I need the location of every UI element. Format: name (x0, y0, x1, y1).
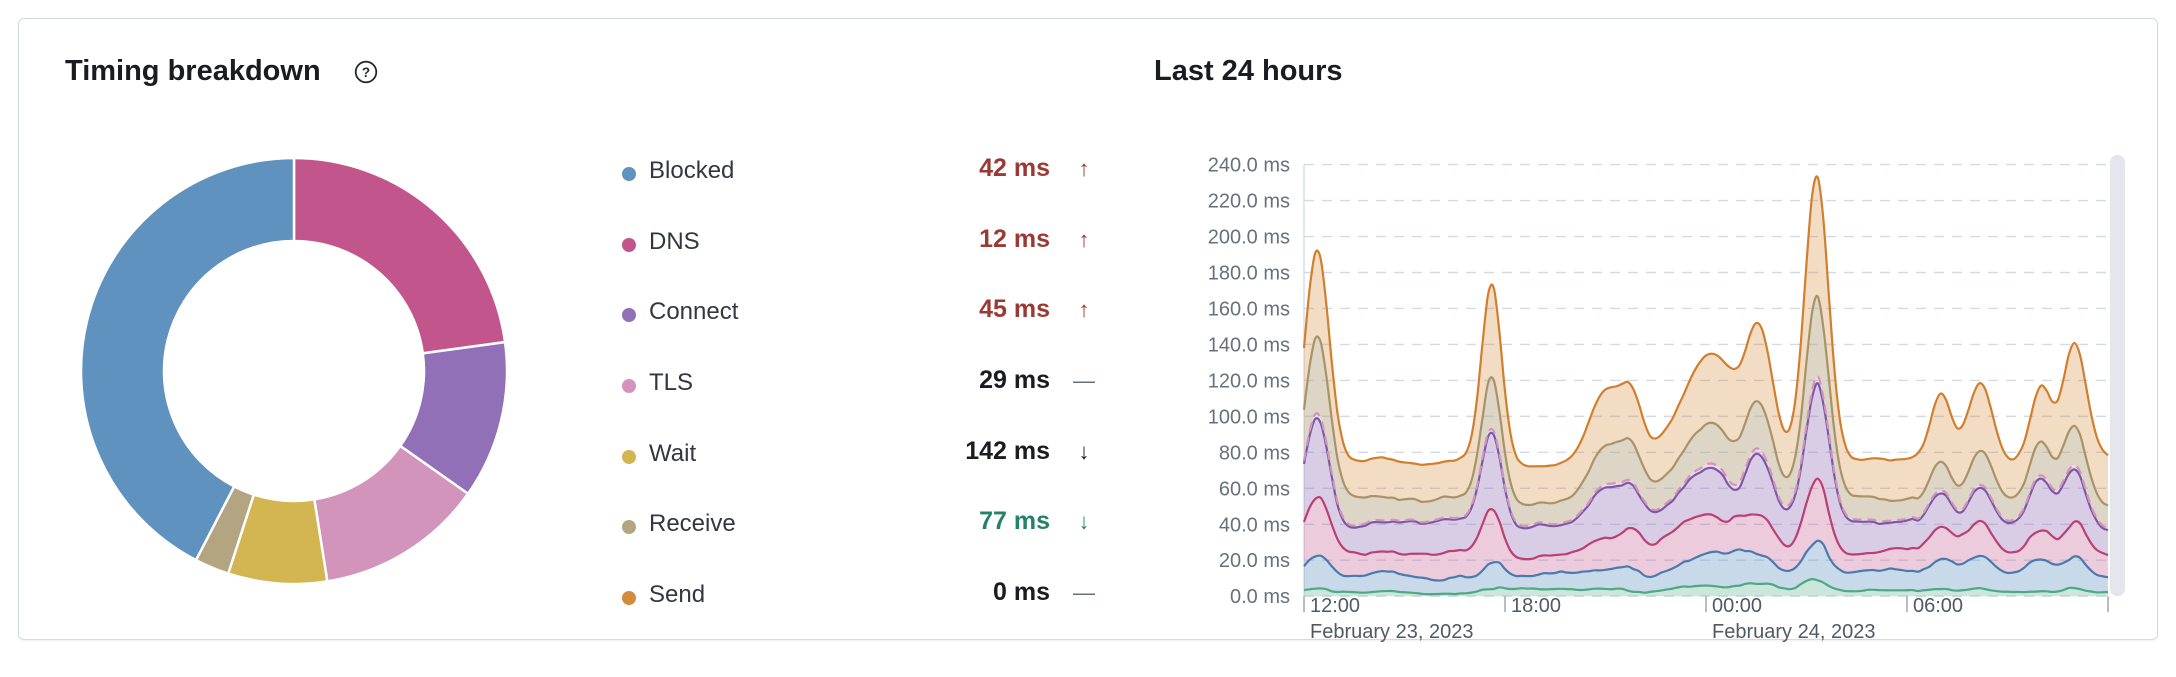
svg-text:100.0 ms: 100.0 ms (1208, 406, 1290, 428)
svg-text:240.0 ms: 240.0 ms (1208, 155, 1290, 177)
svg-text:12:00: 12:00 (1310, 595, 1360, 617)
svg-text:February 24, 2023: February 24, 2023 (1712, 621, 1875, 643)
svg-text:18:00: 18:00 (1511, 595, 1561, 617)
svg-text:160.0 ms: 160.0 ms (1208, 298, 1290, 320)
svg-text:120.0 ms: 120.0 ms (1208, 370, 1290, 392)
svg-text:February 23, 2023: February 23, 2023 (1310, 621, 1473, 643)
svg-text:0.0 ms: 0.0 ms (1230, 586, 1290, 608)
svg-text:60.0 ms: 60.0 ms (1219, 478, 1290, 500)
svg-text:06:00: 06:00 (1913, 595, 1963, 617)
svg-text:220.0 ms: 220.0 ms (1208, 191, 1290, 213)
svg-text:40.0 ms: 40.0 ms (1219, 514, 1290, 536)
svg-text:20.0 ms: 20.0 ms (1219, 550, 1290, 572)
svg-text:00:00: 00:00 (1712, 595, 1762, 617)
svg-text:180.0 ms: 180.0 ms (1208, 263, 1290, 285)
svg-text:200.0 ms: 200.0 ms (1208, 227, 1290, 249)
svg-text:140.0 ms: 140.0 ms (1208, 334, 1290, 356)
svg-text:80.0 ms: 80.0 ms (1219, 442, 1290, 464)
